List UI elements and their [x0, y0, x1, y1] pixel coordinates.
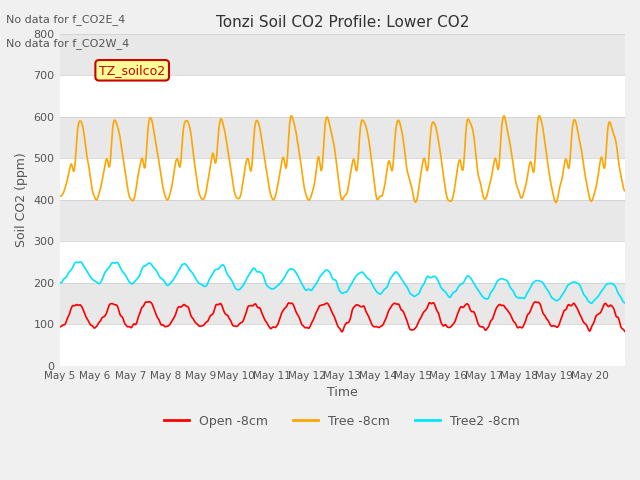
X-axis label: Time: Time	[327, 386, 358, 399]
Bar	[60, 34, 625, 75]
Bar	[60, 158, 625, 200]
Text: No data for f_CO2W_4: No data for f_CO2W_4	[6, 38, 130, 49]
Text: TZ_soilco2: TZ_soilco2	[99, 64, 165, 77]
Y-axis label: Soil CO2 (ppm): Soil CO2 (ppm)	[15, 153, 28, 247]
Bar	[60, 324, 625, 366]
Bar	[60, 117, 625, 158]
Bar	[60, 241, 625, 283]
Title: Tonzi Soil CO2 Profile: Lower CO2: Tonzi Soil CO2 Profile: Lower CO2	[216, 15, 469, 30]
Bar	[60, 200, 625, 241]
Text: No data for f_CO2E_4: No data for f_CO2E_4	[6, 14, 125, 25]
Bar	[60, 283, 625, 324]
Legend: Open -8cm, Tree -8cm, Tree2 -8cm: Open -8cm, Tree -8cm, Tree2 -8cm	[159, 410, 525, 433]
Bar	[60, 75, 625, 117]
